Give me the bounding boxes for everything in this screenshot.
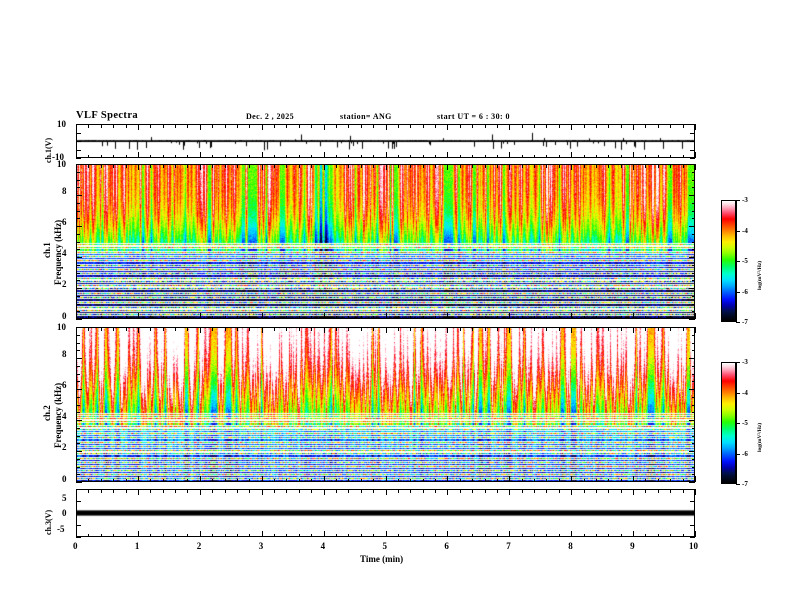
colorbar-ch2-label: log(mV²/Hz) (757, 422, 763, 452)
x-tick-label: 7 (506, 541, 511, 551)
colorbar-tick-label: -6 (742, 449, 748, 458)
ch1-spec-ytick-2: 2 (62, 279, 67, 289)
x-tick-label: 10 (689, 541, 698, 551)
colorbar-tick-mark (736, 261, 740, 262)
colorbar-ch1-gradient (721, 200, 736, 322)
ch1-spectrogram-image (77, 165, 694, 318)
ch1-spec-ytick-4: 4 (62, 248, 67, 258)
x-tick-label: 6 (444, 541, 449, 551)
colorbar-tick-mark (736, 423, 740, 424)
x-tick-label: 4 (320, 541, 326, 551)
ch2-spec-axis-label: Frequency (kHz) (53, 382, 63, 448)
ch1-spec-axis-label: Frequency (kHz) (53, 219, 63, 285)
x-tick-label: 3 (258, 541, 264, 551)
colorbar-tick-label: -4 (742, 226, 748, 235)
ch2-spec-ytick-10: 10 (57, 322, 66, 332)
colorbar-tick-label: -7 (742, 318, 748, 326)
x-tick-label: 2 (196, 541, 202, 551)
ch1-waveform-ylabel: ch.1(V) (44, 137, 53, 163)
ch2-spec-ytick-6: 6 (62, 380, 67, 390)
ch1-spec-channel-label: ch.1 (42, 242, 52, 258)
ch3-ytick-5: 5 (62, 493, 67, 503)
ch2-spec-ytick-8: 8 (62, 349, 67, 359)
colorbar-tick-label: -7 (742, 480, 748, 488)
x-tick-label: 0 (73, 541, 78, 551)
x-tick-label: 8 (568, 541, 573, 551)
figure-title: VLF Spectra (76, 110, 139, 121)
colorbar-tick-mark (736, 392, 740, 394)
colorbar-tick-label: -6 (742, 287, 748, 296)
x-tick-label: 9 (630, 541, 635, 551)
colorbar-tick-label: -5 (742, 257, 748, 265)
ch3-waveform-panel (76, 489, 695, 537)
ch3-waveform-ylabel: ch.3(V) (44, 509, 53, 535)
ch1-ytick-top: 10 (57, 119, 66, 129)
colorbar-tick-mark (736, 453, 740, 455)
ch2-spec-ytick-0: 0 (62, 474, 67, 484)
ch1-spec-ytick-10: 10 (57, 159, 66, 169)
ch2-spectrogram-image (77, 328, 694, 481)
colorbar-tick-label: -4 (742, 388, 748, 397)
colorbar-ch2-gradient (721, 362, 736, 484)
x-axis-label: Time (min) (360, 554, 404, 564)
colorbar-ch1-label: log(mV²/Hz) (757, 260, 763, 290)
colorbar-tick-mark (736, 322, 740, 323)
ch3-ytick-neg5: -5 (57, 524, 65, 534)
ch1-spectrogram-panel (76, 164, 695, 319)
colorbar-tick-mark (736, 291, 740, 293)
colorbar-tick-mark (736, 230, 740, 232)
colorbar-tick-label: -5 (742, 419, 748, 427)
ch1-spec-ytick-0: 0 (62, 311, 67, 321)
ch3-ytick-0: 0 (62, 508, 67, 518)
ch2-spectrogram-panel (76, 327, 695, 482)
figure-date: Dec. 2 , 2025 (246, 112, 295, 121)
ch1-waveform-trace (77, 125, 694, 157)
colorbar-tick-mark (736, 200, 740, 201)
colorbar-tick-label: -3 (742, 196, 748, 204)
ch2-spec-channel-label: ch.2 (42, 405, 52, 421)
ch2-spec-ytick-4: 4 (62, 411, 67, 421)
colorbar-tick-label: -3 (742, 358, 748, 366)
ch1-spec-ytick-6: 6 (62, 217, 67, 227)
ch3-waveform-trace (77, 490, 694, 536)
x-tick-label: 5 (382, 541, 388, 551)
station-label: station= ANG (340, 112, 392, 121)
colorbar-tick-mark (736, 484, 740, 485)
ch2-spec-ytick-2: 2 (62, 442, 67, 452)
ch1-ytick-bottom: -10 (52, 152, 64, 162)
ch1-spec-ytick-8: 8 (62, 186, 67, 196)
colorbar-tick-mark (736, 362, 740, 363)
start-ut-label: start UT = 6 : 30: 0 (437, 112, 510, 121)
x-tick-label: 1 (134, 541, 140, 551)
